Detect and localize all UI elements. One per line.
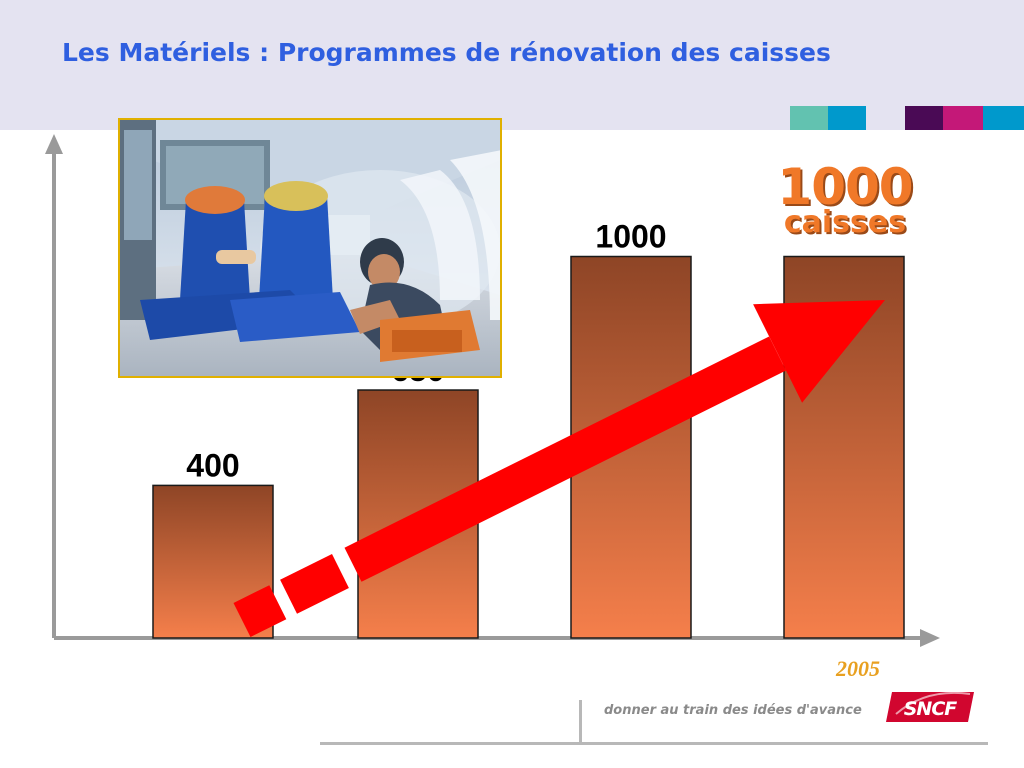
footer-divider xyxy=(320,742,988,745)
footer-tagline: donner au train des idées d'avance xyxy=(604,703,862,718)
logo-text: SNCF xyxy=(904,698,958,720)
trend-arrow-segment-2 xyxy=(280,554,349,614)
total-callout: 1000 caisses xyxy=(760,160,930,238)
trend-arrow-segment-1 xyxy=(233,585,287,637)
color-block-teal xyxy=(790,106,828,130)
trend-arrow-head xyxy=(753,300,885,403)
sncf-logo: SNCF xyxy=(886,691,974,722)
photo-renovation xyxy=(118,118,502,378)
x-axis-arrowhead xyxy=(920,629,940,647)
color-block-magenta xyxy=(943,106,983,130)
trend-arrow-segment-3 xyxy=(344,336,786,582)
footer-divider-vertical xyxy=(579,700,582,744)
trend-arrow xyxy=(233,300,885,637)
bar-value-label-3: 1000 xyxy=(595,219,666,255)
color-block-blue xyxy=(828,106,866,130)
bar-value-label-1: 400 xyxy=(186,447,239,483)
color-block-cyan xyxy=(983,106,1024,130)
color-block-purple xyxy=(905,106,943,130)
callout-number: 1000 xyxy=(777,158,913,216)
year-label: 2005 xyxy=(836,656,880,681)
page-title: Les Matériels : Programmes de rénovation… xyxy=(62,38,831,67)
y-axis-arrowhead xyxy=(45,134,63,154)
callout-unit: caisses xyxy=(783,205,907,240)
